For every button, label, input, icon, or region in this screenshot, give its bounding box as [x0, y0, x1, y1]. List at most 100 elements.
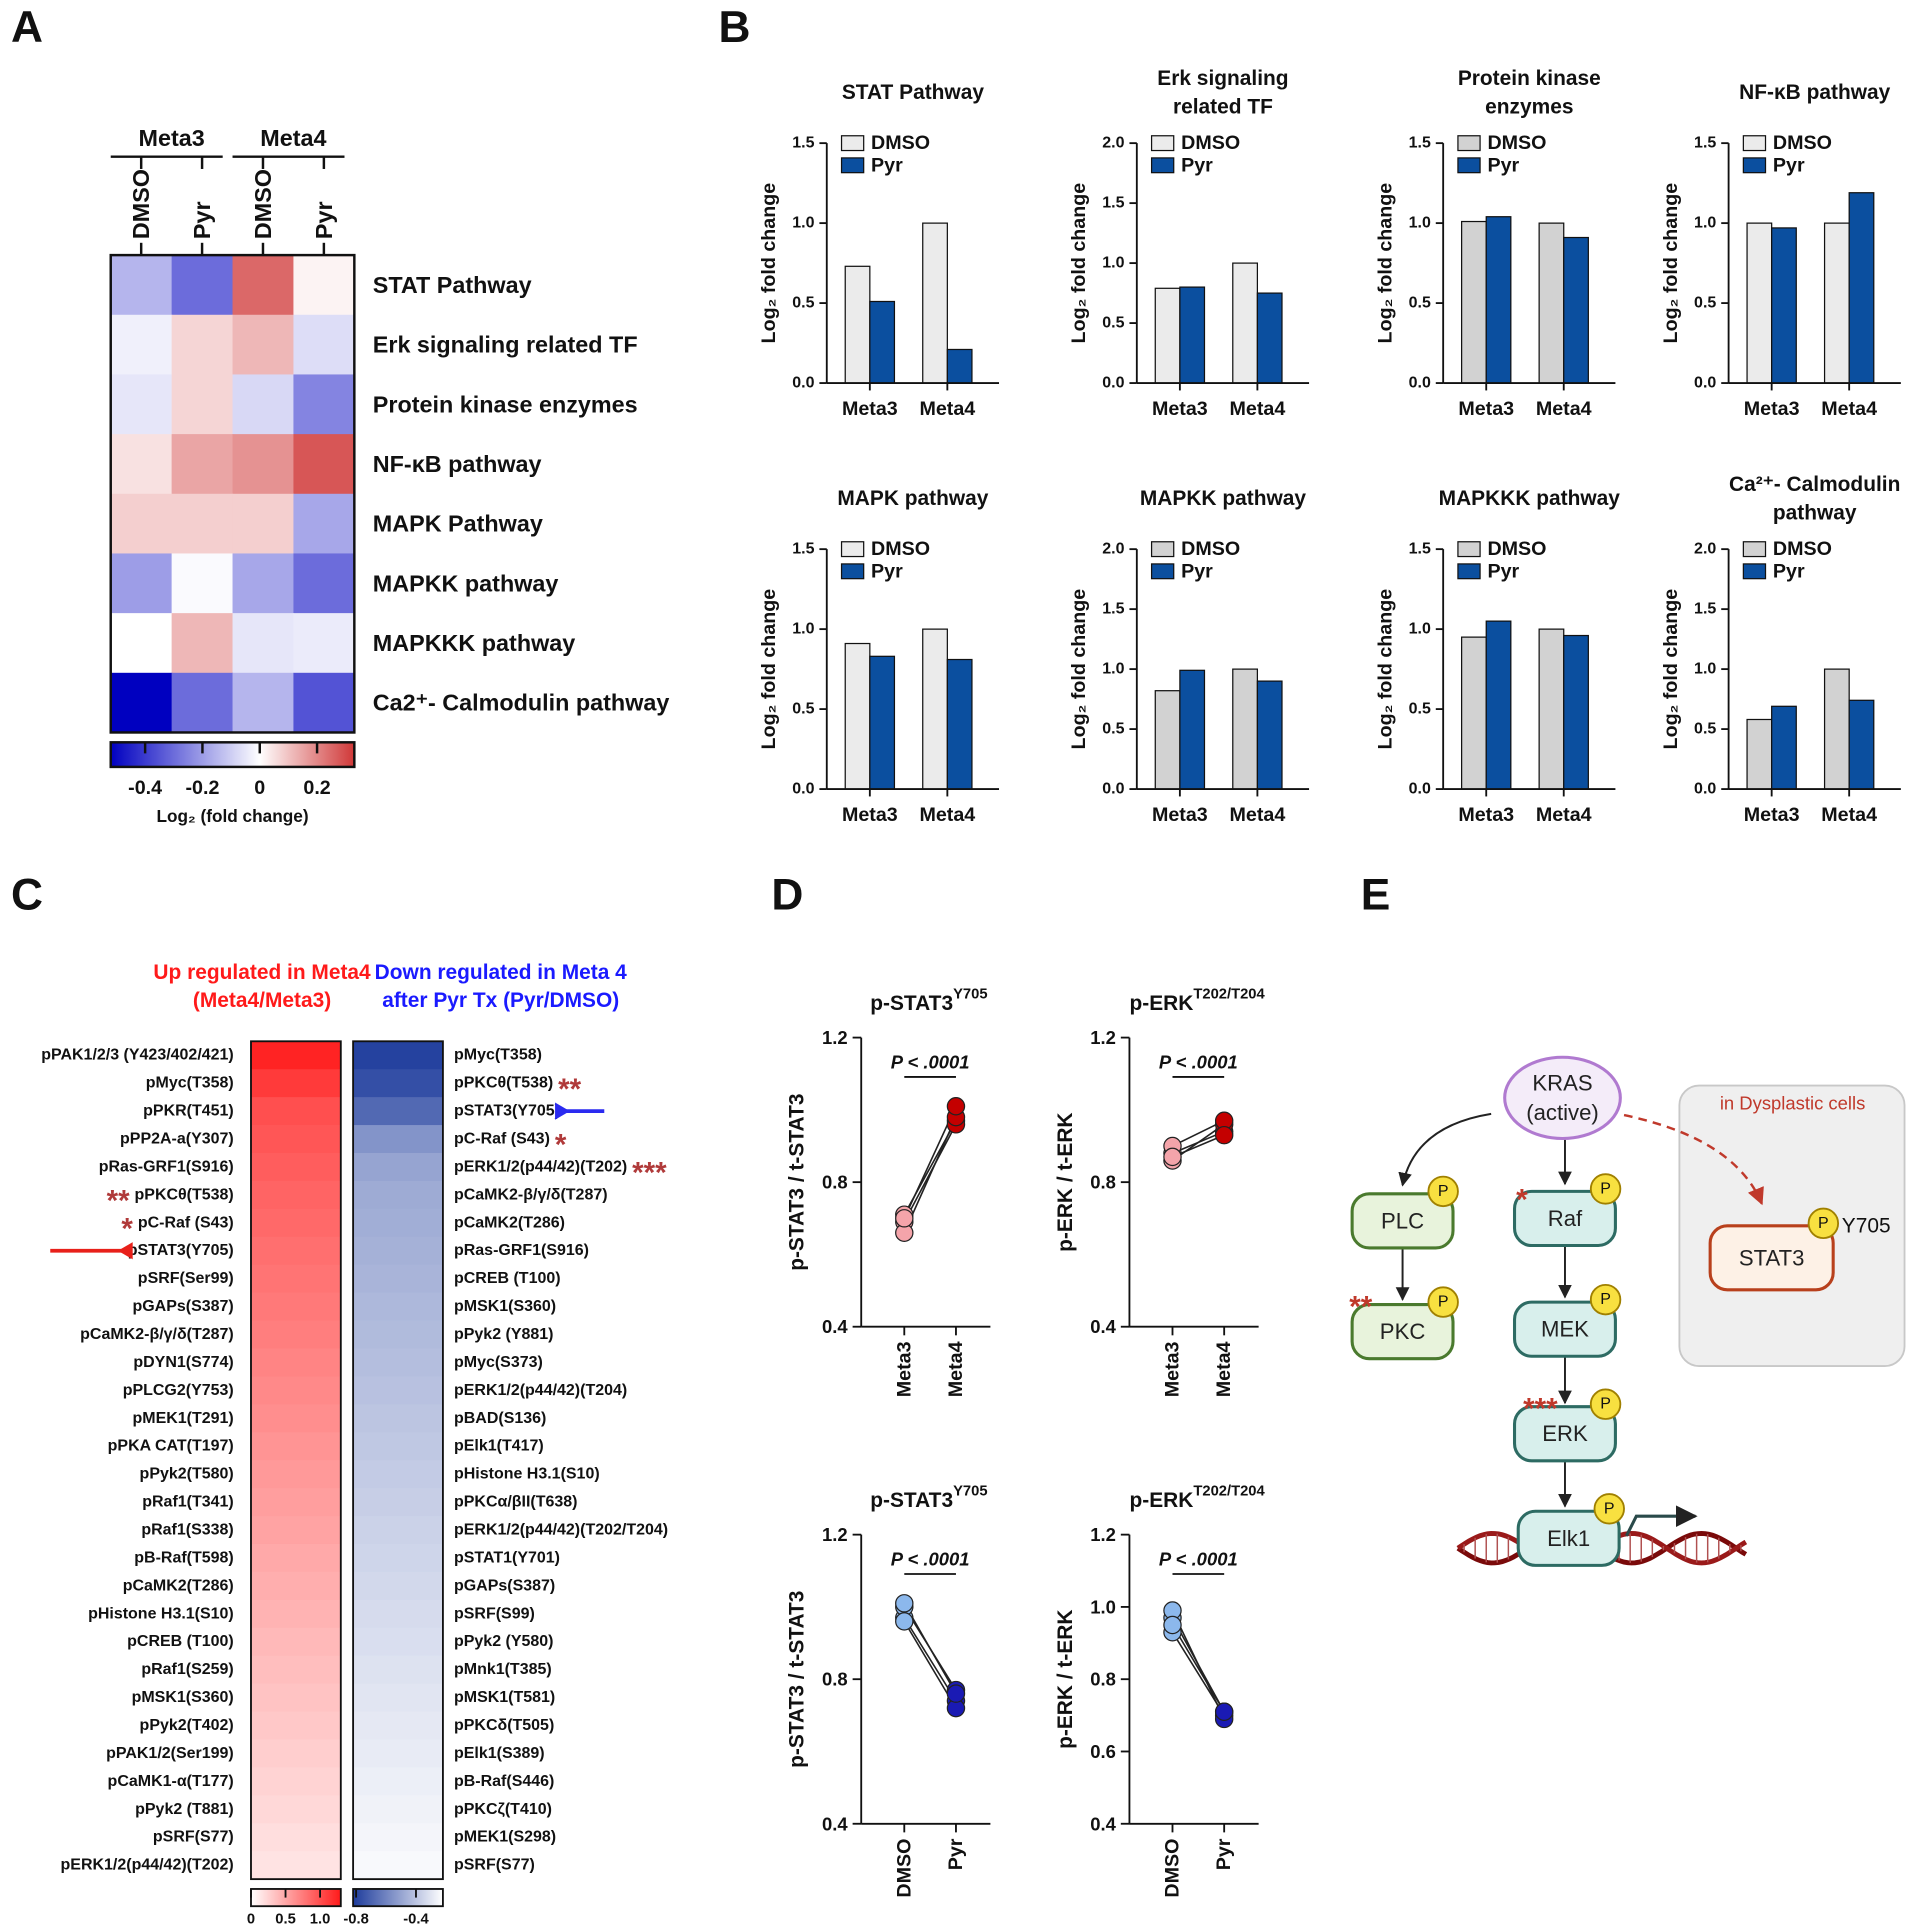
heatmap-cell — [293, 553, 355, 614]
y-axis-label: Log₂ fold change — [1068, 589, 1090, 750]
row-label: pPKCδ(T505) — [454, 1717, 554, 1734]
bar — [1563, 236, 1589, 384]
row-label: pCaMK2(T286) — [454, 1214, 565, 1231]
phospho-site — [1593, 1493, 1625, 1525]
y-tick-label: 2.0 — [1102, 135, 1124, 152]
protein-label: STAT3 — [1739, 1245, 1805, 1270]
row-label: MAPKKK pathway — [373, 630, 575, 656]
heatmap-cell — [250, 1599, 341, 1629]
bar — [1746, 222, 1773, 384]
row-label: MAPKK pathway — [373, 570, 559, 596]
chart-title: Erk signaling — [1157, 67, 1288, 90]
y-tick-label: 1.0 — [1409, 621, 1431, 638]
legend-swatch — [1742, 563, 1767, 580]
row-label: pCREB (T100) — [127, 1633, 234, 1650]
y-tick-label: 1.2 — [822, 1027, 848, 1048]
x-tick-label: Meta4 — [919, 398, 975, 420]
row-label: pB-Raf(S446) — [454, 1773, 554, 1790]
row-label: STAT Pathway — [373, 272, 532, 298]
heatmap-cell — [250, 1823, 341, 1852]
region-label: in Dysplastic cells — [1720, 1092, 1866, 1113]
legend-swatch — [1457, 541, 1481, 558]
heatmap-cell — [250, 1739, 341, 1769]
row-label: pMEK1(S298) — [454, 1829, 556, 1846]
row-label: pCaMK2-β/γ/δ(T287) — [80, 1326, 234, 1343]
chart-title: Protein kinase — [1458, 67, 1601, 90]
heatmap-cell — [353, 1404, 443, 1433]
panel-label: D — [771, 870, 803, 919]
heatmap-cell — [250, 1851, 341, 1880]
row-label: pMyc(T358) — [454, 1047, 542, 1064]
legend-label: Pyr — [871, 560, 903, 582]
bar — [1461, 636, 1487, 790]
heatmap-cell — [250, 1711, 341, 1741]
legend-swatch — [1150, 563, 1175, 580]
y-tick-label: 0.5 — [1694, 721, 1716, 738]
chart-title: Up regulated in Meta4 — [153, 961, 371, 984]
chart-title: Ca²⁺- Calmodulin — [1729, 473, 1900, 496]
y-tick-label: 0.4 — [1090, 1813, 1116, 1834]
x-tick-label: Pyr — [945, 1838, 967, 1870]
heatmap-cell — [250, 1767, 341, 1796]
y-tick-label: 1.5 — [792, 135, 814, 152]
row-label: pDYN1(S774) — [133, 1354, 233, 1371]
title-main: p-STAT3 — [870, 1489, 953, 1512]
chart-title: p-STAT3Y705 — [870, 1484, 987, 1512]
row-label: pPyk2 (Y881) — [454, 1326, 554, 1343]
row-label: pPP2A-a(Y307) — [120, 1131, 234, 1148]
y-axis-label: p-ERK / t-ERK — [1054, 1610, 1077, 1749]
row-label: pSRF(Ser99) — [138, 1270, 234, 1287]
legend-label: DMSO — [1773, 132, 1832, 154]
title-superscript: Y705 — [953, 987, 987, 1003]
row-label: Protein kinase enzymes — [373, 391, 638, 417]
row-label: pRaf1(T341) — [142, 1494, 234, 1511]
row-label: pSRF(S77) — [153, 1829, 234, 1846]
heatmap-cell — [250, 1097, 341, 1126]
bar — [1232, 668, 1259, 790]
row-label: pMSK1(S360) — [454, 1298, 556, 1315]
bar — [844, 642, 871, 790]
bar — [1848, 192, 1875, 384]
colorbar-tick-label: -0.4 — [128, 777, 162, 799]
row-label: pSTAT3(Y705) — [454, 1103, 560, 1120]
heatmap-cell — [353, 1432, 443, 1461]
y-tick-label: 0.0 — [1409, 375, 1431, 392]
heatmap-cell — [353, 1348, 443, 1378]
heatmap-cell — [353, 1125, 443, 1154]
heatmap-cell — [110, 613, 173, 674]
protein-label: PKC — [1380, 1319, 1426, 1344]
x-tick-label: Meta4 — [1536, 804, 1592, 826]
legend-label: DMSO — [1773, 538, 1832, 560]
column-label: Pyr — [311, 201, 337, 239]
y-tick-label: 0.0 — [1102, 375, 1124, 392]
heatmap-cell — [250, 1264, 341, 1294]
row-label: pCREB (T100) — [454, 1270, 561, 1287]
phospho-label: P — [1438, 1294, 1449, 1311]
heatmap-cell — [293, 613, 355, 674]
row-label: pMSK1(T581) — [454, 1689, 555, 1706]
bar — [869, 655, 896, 790]
heatmap-cell — [110, 374, 173, 435]
phospho-site — [1589, 1283, 1622, 1316]
significance-stars: * — [121, 1212, 133, 1245]
heatmap-cell — [353, 1152, 443, 1182]
heatmap-cell — [232, 374, 295, 435]
y-tick-label: 0.0 — [1409, 781, 1431, 798]
column-label: DMSO — [250, 169, 276, 239]
heatmap-cell — [250, 1152, 341, 1182]
row-label: pRaf1(S259) — [141, 1661, 233, 1678]
heatmap-cell — [353, 1683, 443, 1713]
panel-label: C — [11, 870, 43, 919]
bar — [1256, 680, 1283, 790]
legend-label: Pyr — [1181, 560, 1213, 582]
pointer-arrowhead — [555, 1102, 570, 1120]
row-label: pPKR(T451) — [143, 1103, 234, 1120]
dysplastic-arrow — [1623, 1113, 1764, 1206]
data-point — [1214, 1702, 1234, 1721]
y-tick-label: 0.5 — [1409, 295, 1431, 312]
data-point — [946, 1097, 966, 1116]
colorbar-tick-label: -0.4 — [403, 1912, 429, 1928]
heatmap-cell — [353, 1097, 443, 1126]
y-tick-label: 1.0 — [1409, 215, 1431, 232]
heatmap-border — [352, 1040, 444, 1881]
